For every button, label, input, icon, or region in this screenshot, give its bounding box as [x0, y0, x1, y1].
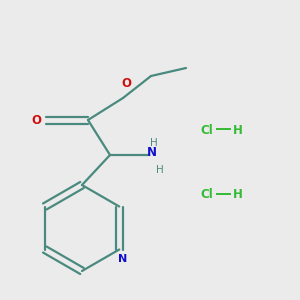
Text: O: O: [121, 77, 131, 90]
Text: Cl: Cl: [200, 188, 213, 202]
Text: H: H: [233, 124, 243, 136]
Text: H: H: [233, 188, 243, 202]
Text: N: N: [118, 254, 127, 265]
Text: H: H: [150, 138, 158, 148]
Text: Cl: Cl: [200, 124, 213, 136]
Text: O: O: [31, 113, 41, 127]
Text: H: H: [156, 165, 164, 175]
Text: N: N: [147, 146, 157, 160]
